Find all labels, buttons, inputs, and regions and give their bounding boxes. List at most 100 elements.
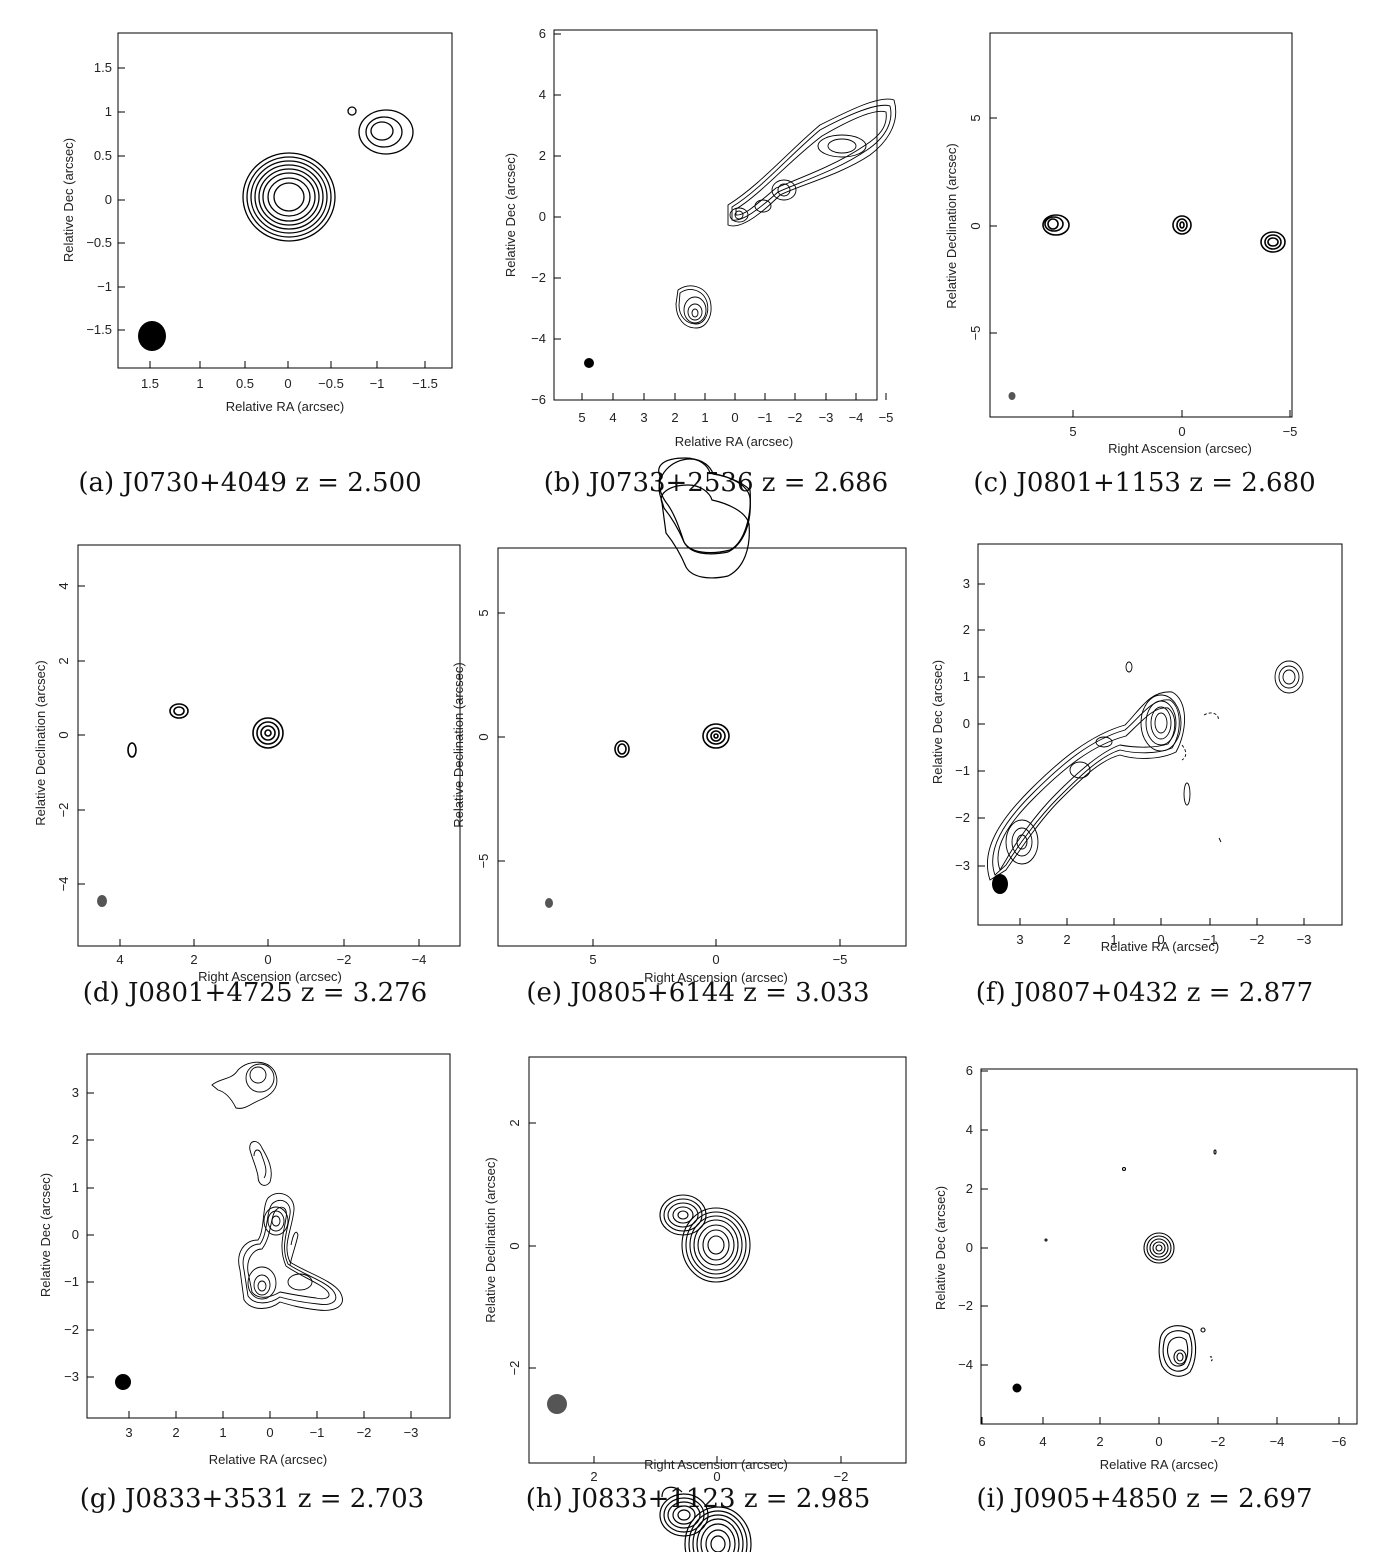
contours (1042, 214, 1286, 253)
ytick: 0 (476, 733, 491, 740)
panel-b-plot: 5 4 3 2 1 0 −1 −2 −3 −4 −5 6 4 2 0 −2 −4… (503, 26, 897, 449)
xtick: −4 (412, 952, 427, 967)
ytick: −3 (64, 1369, 79, 1384)
ytick: 4 (539, 87, 546, 102)
y-axis-label: Relative Declination (arcsec) (483, 1157, 498, 1322)
xtick: 2 (190, 952, 197, 967)
xtick: 3 (125, 1425, 132, 1440)
ytick: −1 (955, 763, 970, 778)
panel-h-contours (658, 458, 751, 555)
ytick: 6 (966, 1063, 973, 1078)
i-beam (1012, 1383, 1022, 1393)
ytick: −2 (955, 810, 970, 825)
xtick: −2 (1211, 1434, 1226, 1449)
ytick: −5 (476, 854, 491, 869)
beam (1008, 392, 1016, 400)
ytick: 1 (72, 1180, 79, 1195)
ytick: −4 (531, 331, 546, 346)
ytick: −2 (56, 803, 71, 818)
xtick: 2 (590, 1469, 597, 1484)
xtick: −2 (788, 410, 803, 425)
ytick: 0.5 (94, 148, 112, 163)
ytick: 5 (476, 609, 491, 616)
xtick: 4 (116, 952, 123, 967)
xtick: 1 (219, 1425, 226, 1440)
ytick: 2 (72, 1132, 79, 1147)
xtick: −1 (370, 376, 385, 391)
ytick: −1 (64, 1274, 79, 1289)
xtick: 5 (1069, 424, 1076, 439)
contours (242, 106, 414, 242)
y-axis-label: Relative Dec (arcsec) (38, 1173, 53, 1297)
panel-c: 5 0 −5 5 0 −5 Right Ascension (arcsec) R… (920, 0, 1381, 510)
panel-c-plot: 5 0 −5 5 0 −5 Right Ascension (arcsec) R… (944, 32, 1298, 456)
xtick: −1 (758, 410, 773, 425)
beam (138, 321, 166, 351)
panel-a-plot: 1.5 1 0.5 0 −0.5 −1 −1.5 1.5 1 0.5 0 −0.… (61, 32, 453, 414)
ytick: 0 (966, 1240, 973, 1255)
beam (545, 898, 553, 908)
ytick: 2 (56, 657, 71, 664)
xtick: −1.5 (412, 376, 438, 391)
x-axis-label: Relative RA (arcsec) (675, 434, 793, 449)
contours (986, 660, 1304, 881)
panel-g: 3 2 1 0 −1 −2 −3 3 2 1 0 −1 −2 −3 Relati… (0, 1030, 470, 1552)
beam (115, 1374, 131, 1390)
ytick: 4 (966, 1122, 973, 1137)
ytick: 1 (963, 669, 970, 684)
ytick: −4 (958, 1357, 973, 1372)
xtick: 0 (1155, 1434, 1162, 1449)
xtick: 5 (589, 952, 596, 967)
xtick: 1 (196, 376, 203, 391)
ytick: 2 (539, 148, 546, 163)
xtick: −6 (1332, 1434, 1347, 1449)
xtick: −3 (819, 410, 834, 425)
ytick: 5 (968, 114, 983, 121)
y-axis-label: Relative Dec (arcsec) (933, 1186, 948, 1310)
panel-a: 1.5 1 0.5 0 −0.5 −1 −1.5 1.5 1 0.5 0 −0.… (0, 0, 460, 510)
ytick: −1 (97, 279, 112, 294)
xtick: 6 (978, 1434, 985, 1449)
xtick: 2 (1063, 932, 1070, 947)
x-axis-label: Relative RA (arcsec) (1100, 1457, 1218, 1472)
xtick: 0 (266, 1425, 273, 1440)
caption: (d) J0801+4725 z = 3.276 (82, 978, 428, 1008)
y-axis-label: Relative Dec (arcsec) (61, 138, 76, 262)
xtick: −0.5 (318, 376, 344, 391)
ytick: 2 (966, 1181, 973, 1196)
panel-g-plot: 3 2 1 0 −1 −2 −3 3 2 1 0 −1 −2 −3 Relati… (38, 1053, 451, 1467)
x-axis-label: Relative RA (arcsec) (226, 399, 344, 414)
panel-h-double-source (659, 1493, 752, 1552)
ytick: −2 (531, 270, 546, 285)
xtick: 3 (1016, 932, 1023, 947)
ytick: −4 (56, 877, 71, 892)
xtick: −1 (310, 1425, 325, 1440)
ytick: 0 (105, 192, 112, 207)
x-axis-label: Right Ascension (arcsec) (644, 970, 788, 985)
beam (97, 895, 107, 907)
ytick: 4 (56, 582, 71, 589)
xtick: 0 (1157, 932, 1164, 947)
xtick: −3 (1297, 932, 1312, 947)
xtick: 2 (671, 410, 678, 425)
ytick: −6 (531, 392, 546, 407)
xtick: −2 (357, 1425, 372, 1440)
ytick: 0 (539, 209, 546, 224)
xtick: −5 (1283, 424, 1298, 439)
xtick: 3 (640, 410, 647, 425)
ytick: −2 (958, 1298, 973, 1313)
x-axis-label: Right Ascension (arcsec) (1108, 441, 1252, 456)
xtick: 4 (1039, 1434, 1046, 1449)
xtick: 0 (284, 376, 291, 391)
beam (584, 358, 594, 368)
contours (127, 703, 284, 758)
panel-i: 6 4 2 0 −2 −4 −6 6 4 2 0 −2 −4 Relative … (920, 1030, 1381, 1552)
panel-d: 4 2 0 −2 −4 4 2 0 −2 −4 Right Ascension … (0, 520, 470, 1020)
xtick: 0 (713, 1469, 720, 1484)
ytick: 0 (968, 222, 983, 229)
y-axis-label: Relative Declination (arcsec) (944, 143, 959, 308)
ytick: 2 (963, 622, 970, 637)
ytick: 3 (72, 1085, 79, 1100)
